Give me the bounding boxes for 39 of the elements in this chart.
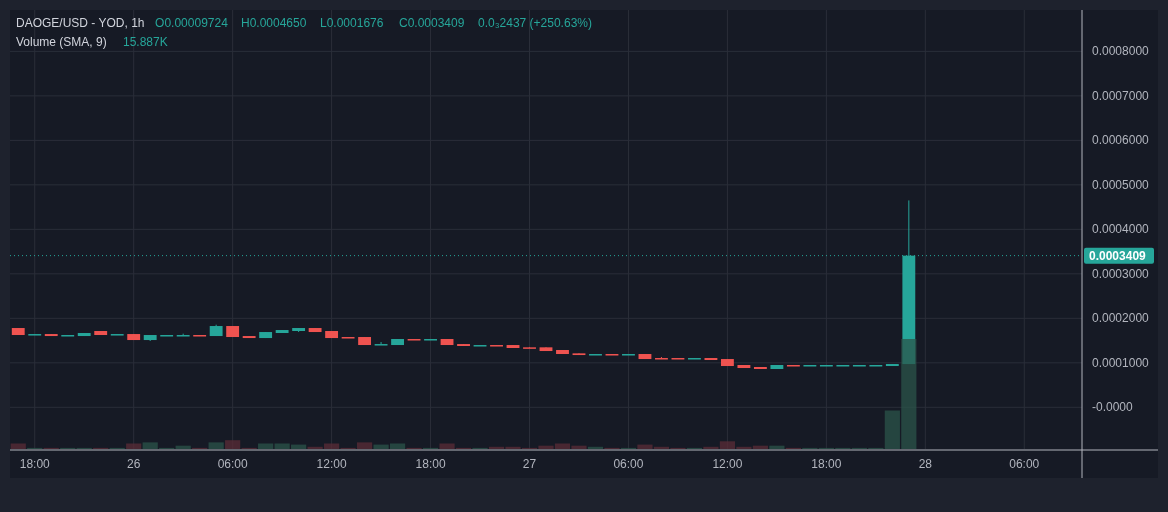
text: DAOGE/USD - YOD, 1h bbox=[16, 16, 145, 30]
candlestick bbox=[374, 341, 388, 346]
y-tick-label: 0.0001000 bbox=[1092, 355, 1150, 370]
x-tick-label: 12:00 bbox=[316, 457, 347, 471]
bar bbox=[10, 443, 26, 449]
bar bbox=[752, 445, 768, 449]
x-tick-label: 12:00 bbox=[712, 457, 743, 471]
bar bbox=[208, 442, 224, 449]
annotation: C0.0003409 bbox=[399, 16, 465, 30]
x-tick-label: 06:00 bbox=[613, 457, 644, 471]
annotation: O0.00009724 bbox=[155, 16, 229, 30]
bar bbox=[126, 443, 142, 449]
y-tick-label: 0.0005000 bbox=[1092, 177, 1150, 192]
bar bbox=[225, 440, 241, 449]
bar bbox=[175, 445, 191, 449]
x-tick-label: 06:00 bbox=[217, 457, 248, 471]
y-tick-label: 0.0004000 bbox=[1092, 222, 1150, 237]
y-tick-label: 0.0006000 bbox=[1092, 133, 1150, 148]
bar bbox=[769, 445, 785, 449]
y-tick-label: 0.0007000 bbox=[1092, 88, 1150, 103]
ref-line-label: 0.0003409 bbox=[1089, 248, 1147, 263]
x-tick-label: 26 bbox=[127, 457, 141, 471]
x-tick-label: 18:00 bbox=[811, 457, 842, 471]
annotation: L0.0001676 bbox=[320, 16, 384, 30]
y-tick-label: 0.0002000 bbox=[1092, 311, 1150, 326]
bar bbox=[258, 443, 274, 449]
annotation: 15.887K bbox=[123, 35, 168, 49]
x-tick-label: 18:00 bbox=[415, 457, 446, 471]
x-tick-label: 06:00 bbox=[1009, 457, 1040, 471]
x-tick-label: 28 bbox=[918, 457, 933, 471]
y-tick-label: 0.0003000 bbox=[1092, 266, 1150, 281]
x-tick-label: 18:00 bbox=[19, 457, 51, 471]
y-tick-label: 0.0008000 bbox=[1092, 44, 1150, 59]
bar bbox=[587, 446, 604, 449]
annotation: Volume (SMA, 9) bbox=[16, 35, 107, 49]
y-tick-label: -0.0000 bbox=[1092, 400, 1134, 415]
x-tick-label: 27 bbox=[522, 457, 537, 471]
annotation: 0.0₃2437 (+250.63%) bbox=[478, 16, 592, 30]
annotation: H0.0004650 bbox=[241, 16, 307, 30]
